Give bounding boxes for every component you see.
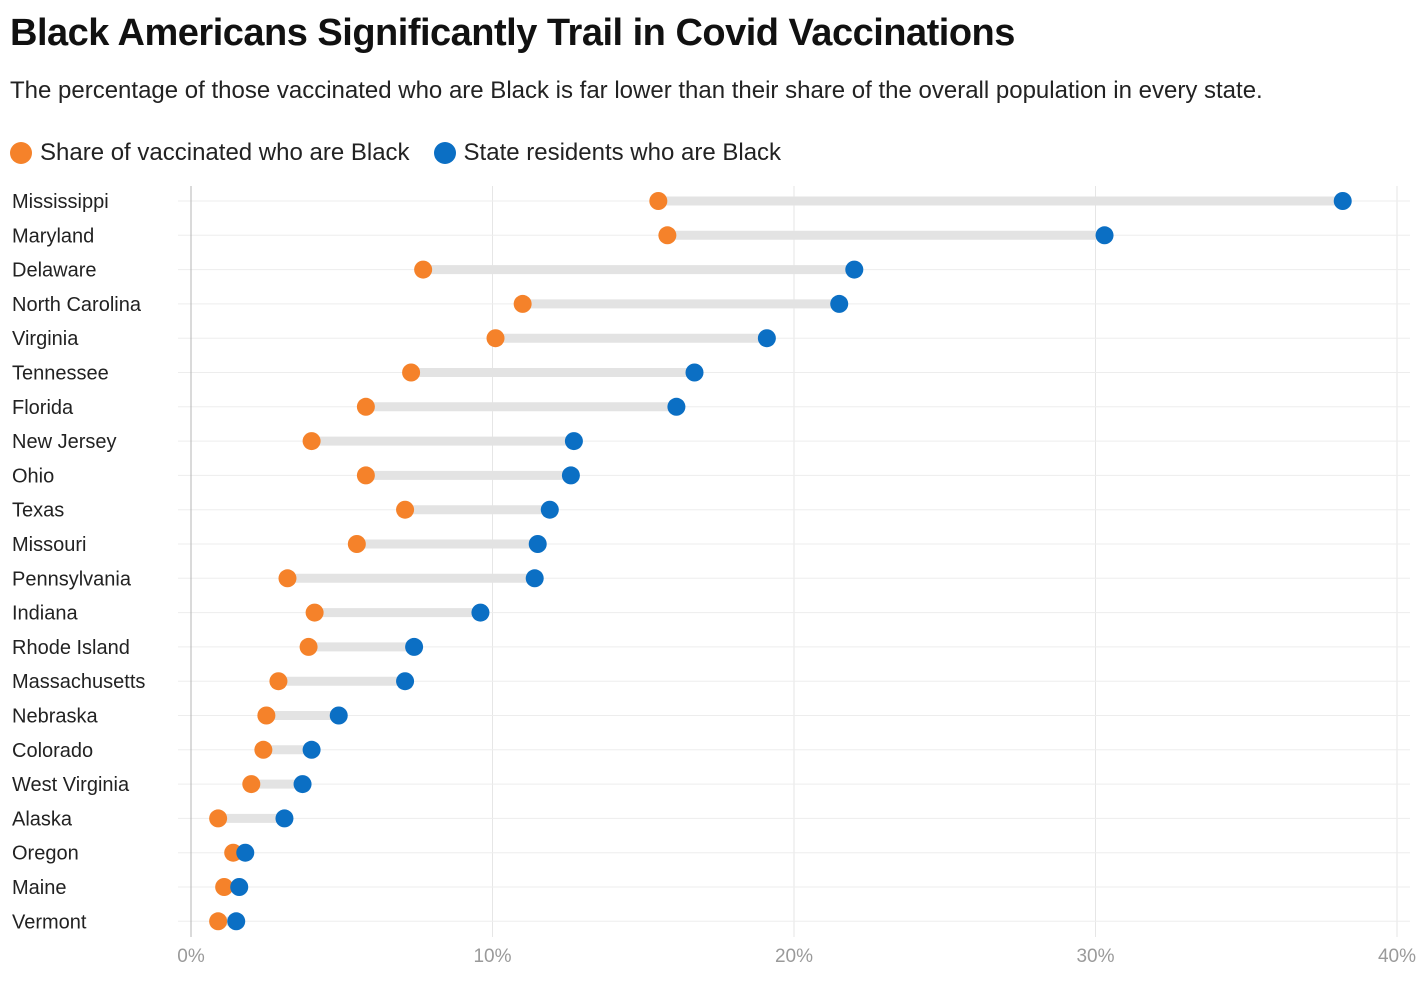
vaccinated-dot — [356, 397, 375, 416]
legend-item-residents: State residents who are Black — [433, 139, 782, 167]
state-label: Colorado — [12, 740, 93, 762]
vaccinated-dot — [347, 535, 366, 553]
state-label: Virginia — [12, 328, 79, 350]
residents-dot — [275, 809, 294, 828]
legend-label-vaccinated: Share of vaccinated who are Black — [40, 139, 410, 166]
vaccinated-dot — [215, 878, 234, 896]
vaccinated-dot — [356, 466, 375, 485]
residents-dot — [540, 500, 559, 519]
residents-dot — [667, 397, 686, 416]
vaccinated-dot — [396, 500, 415, 519]
state-label: Florida — [12, 397, 74, 419]
residents-dot — [1095, 226, 1114, 245]
state-label: Mississippi — [12, 191, 109, 213]
state-label: Nebraska — [12, 706, 98, 728]
legend-swatch-residents — [433, 142, 456, 164]
state-label: Massachusetts — [12, 671, 145, 693]
residents-dot — [525, 569, 544, 588]
vaccinated-dot — [269, 672, 288, 691]
residents-dot — [227, 912, 246, 931]
vaccinated-dot — [305, 603, 324, 622]
chart-title: Black Americans Significantly Trail in C… — [10, 12, 1015, 54]
state-label: Maryland — [12, 225, 94, 247]
legend-label-residents: State residents who are Black — [463, 139, 782, 166]
residents-dot — [236, 843, 255, 862]
vaccinated-dot — [402, 363, 421, 382]
x-tick-label: 20% — [775, 946, 813, 967]
residents-dot — [1333, 192, 1352, 210]
residents-dot — [757, 329, 776, 348]
residents-dot — [293, 775, 312, 794]
vaccinated-dot — [242, 775, 261, 794]
vaccinated-dot — [209, 809, 228, 828]
state-label: North Carolina — [12, 294, 142, 316]
chart-subtitle: The percentage of those vaccinated who a… — [10, 77, 1263, 104]
x-tick-label: 40% — [1378, 946, 1416, 967]
residents-dot — [230, 878, 249, 896]
residents-dot — [302, 740, 321, 759]
vaccinated-dot — [257, 706, 276, 725]
state-label: Delaware — [12, 260, 96, 282]
legend-swatch-vaccinated — [10, 142, 32, 164]
vaccinated-dot — [658, 226, 677, 245]
residents-dot — [685, 363, 704, 382]
state-label: Maine — [12, 877, 66, 899]
vaccinated-dot — [299, 637, 318, 656]
vaccinated-dot — [278, 569, 297, 588]
legend: Share of vaccinated who are Black State … — [10, 139, 805, 167]
state-label: West Virginia — [12, 774, 130, 796]
state-label: Oregon — [12, 843, 79, 865]
state-label: Indiana — [12, 603, 78, 625]
residents-dot — [845, 260, 864, 279]
residents-dot — [396, 672, 415, 691]
residents-dot — [564, 432, 583, 451]
state-label: Vermont — [12, 911, 87, 933]
vaccinated-dot — [649, 192, 668, 210]
state-label: Rhode Island — [12, 637, 130, 659]
state-label: Alaska — [12, 808, 73, 830]
x-tick-label: 0% — [177, 946, 205, 967]
state-label: Texas — [12, 500, 64, 522]
vaccinated-dot — [209, 912, 228, 931]
state-label: Missouri — [12, 534, 86, 556]
vaccinated-dot — [302, 432, 321, 451]
state-label: Tennessee — [12, 363, 109, 385]
residents-dot — [561, 466, 580, 485]
x-tick-label: 10% — [473, 946, 511, 967]
vaccinated-dot — [513, 294, 532, 313]
residents-dot — [329, 706, 348, 725]
state-label: Ohio — [12, 465, 54, 487]
state-label: Pennsylvania — [12, 568, 132, 590]
vaccinated-dot — [414, 260, 433, 279]
x-tick-label: 30% — [1076, 946, 1114, 967]
residents-dot — [528, 535, 547, 553]
residents-dot — [405, 637, 424, 656]
residents-dot — [830, 294, 849, 313]
state-label: New Jersey — [12, 431, 116, 453]
residents-dot — [471, 603, 490, 622]
vaccinated-dot — [486, 329, 505, 348]
legend-item-vaccinated: Share of vaccinated who are Black — [10, 139, 410, 167]
vaccinated-dot — [254, 740, 273, 759]
